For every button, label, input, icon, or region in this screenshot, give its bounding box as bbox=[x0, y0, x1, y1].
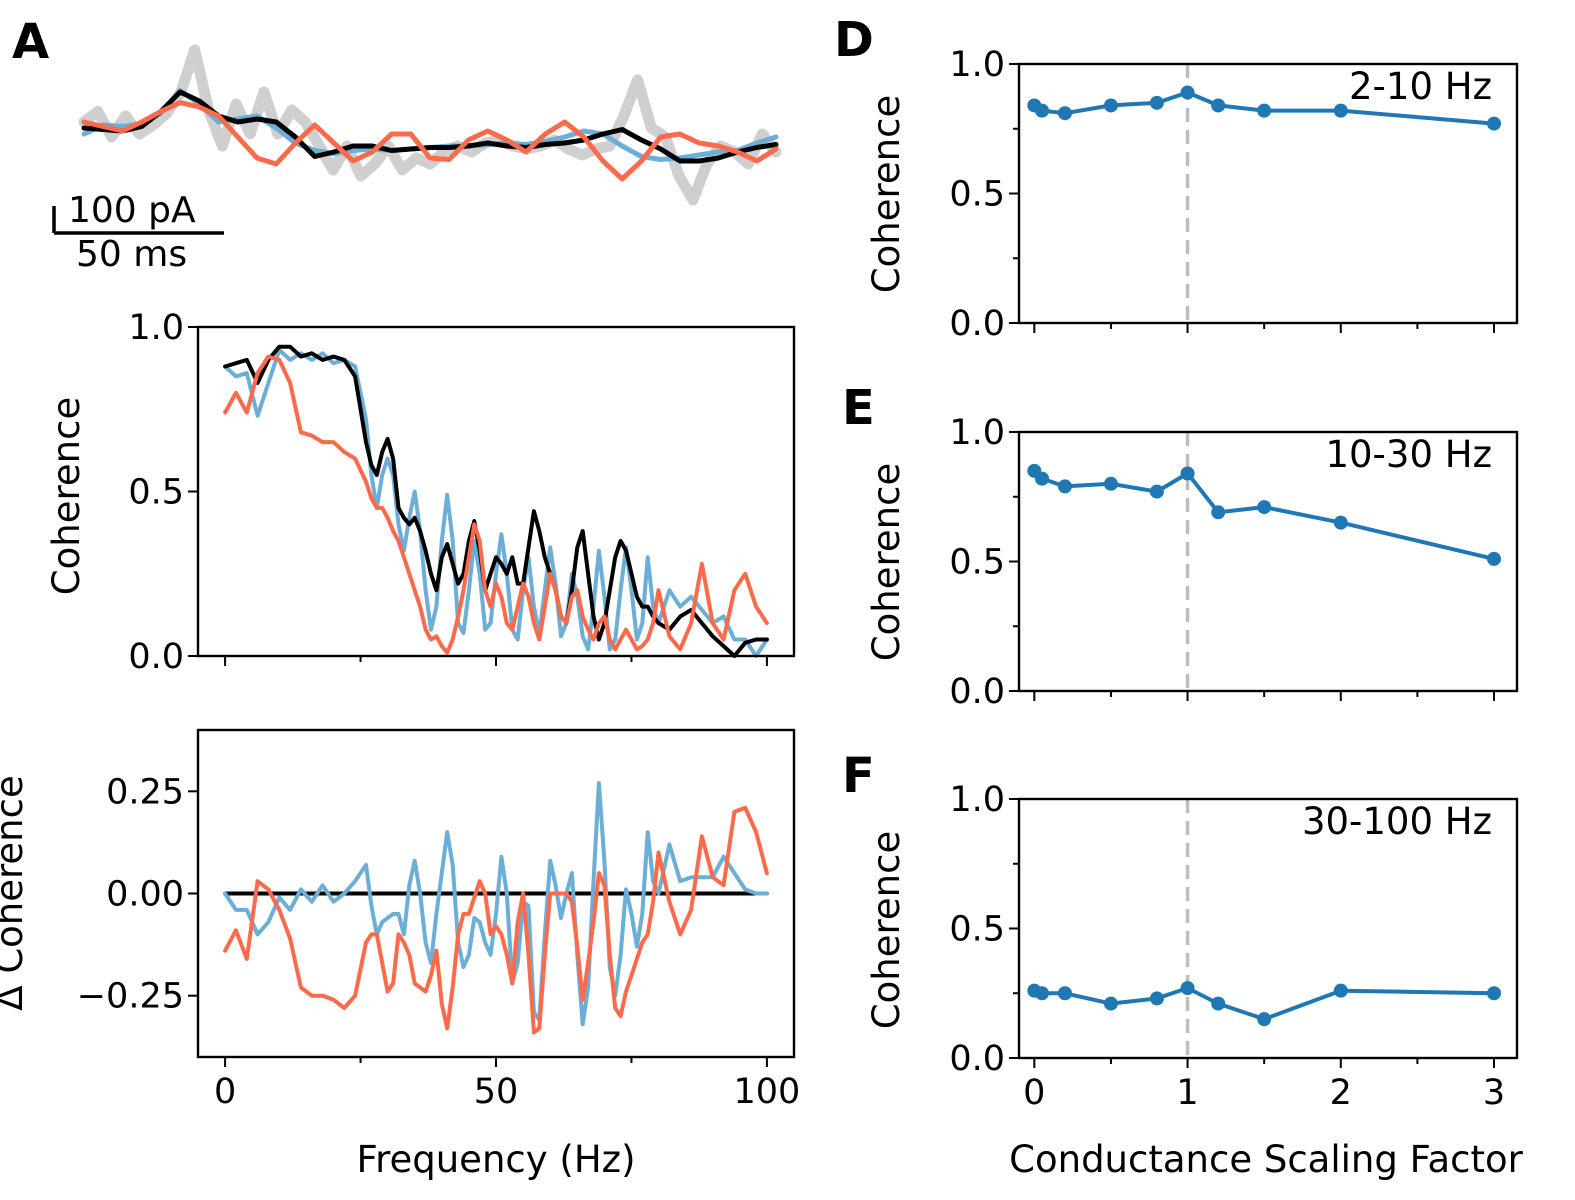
panel_f-data-point bbox=[1180, 981, 1195, 996]
coherence-lines bbox=[223, 344, 769, 658]
trace-black_model bbox=[81, 89, 779, 164]
panel-c-delta-coherence: 0.25 0.00 −0.25 0 50 100 Δ Coherence Frequenc… bbox=[0, 728, 801, 1181]
panel-e-letter: E bbox=[842, 380, 875, 436]
panel_e-data-point bbox=[1034, 471, 1049, 486]
panel-f-ticks: 0.0 0.5 1.0 0 1 2 3 bbox=[949, 780, 1505, 1113]
scale-bar-current-label: 100 pA bbox=[68, 190, 196, 231]
panel-e-band-coherence: E 0.0 0.5 1.0 10-30 Hz Coherence bbox=[842, 380, 1519, 712]
scale-bar: 100 pA 50 ms bbox=[52, 190, 224, 275]
delta-line-red_model bbox=[223, 805, 769, 1035]
panel_f-data-point bbox=[1257, 1012, 1272, 1027]
panel_d-data-point bbox=[1057, 106, 1072, 121]
trace-red_model bbox=[81, 100, 779, 182]
panel-d-letter: D bbox=[834, 12, 874, 68]
panel-c-ylabel: Δ Coherence bbox=[0, 775, 31, 1010]
panel_e-ytick-label: 0.5 bbox=[949, 543, 1005, 583]
panel_f-ytick-label: 0.0 bbox=[949, 1039, 1005, 1079]
panel-e-band-label: 10-30 Hz bbox=[1325, 433, 1492, 476]
panel-d-plot bbox=[1027, 64, 1502, 323]
panel-c-ytick-label: 0.25 bbox=[106, 772, 184, 812]
panel_f-ytick-label: 0.5 bbox=[949, 910, 1005, 950]
panel_e-ytick-label: 1.0 bbox=[949, 413, 1005, 453]
panel_e-data-point bbox=[1487, 551, 1502, 566]
panel_d-data-point bbox=[1149, 95, 1164, 110]
panel_e-data-point bbox=[1149, 484, 1164, 499]
panel-b-ylabel: Coherence bbox=[45, 397, 88, 595]
panel-b-ticks: 0.0 0.5 1.0 bbox=[128, 308, 768, 677]
panel_e-data-point bbox=[1211, 505, 1226, 520]
panel_e-data-point bbox=[1257, 500, 1272, 515]
panel-f-band-label: 30-100 Hz bbox=[1302, 800, 1492, 843]
panel-c-xlabel: Frequency (Hz) bbox=[356, 1138, 635, 1181]
panel_e-data-point bbox=[1333, 515, 1348, 530]
panel_f-xtick-label: 0 bbox=[1023, 1073, 1045, 1113]
panel_e-summary-line bbox=[1032, 468, 1496, 561]
panel_d-summary-line bbox=[1032, 90, 1496, 126]
panel-c-xtick-label: 50 bbox=[474, 1072, 519, 1112]
panel_f-data-point bbox=[1333, 983, 1348, 998]
panel-a-letter: A bbox=[12, 14, 49, 70]
panel_d-data-point bbox=[1180, 85, 1195, 100]
panel_e-data-point bbox=[1103, 476, 1118, 491]
panel_d-data-point bbox=[1487, 116, 1502, 131]
panel-d-band-label: 2-10 Hz bbox=[1349, 65, 1492, 108]
panel-d-band-coherence: D 0.0 0.5 1.0 2-10 Hz Coherence bbox=[834, 12, 1519, 344]
panel_d-ytick-label: 1.0 bbox=[949, 45, 1005, 85]
panel_f-data-point bbox=[1211, 996, 1226, 1011]
panel-b-ytick-label: 0.5 bbox=[128, 473, 184, 513]
panel-f-xlabel: Conductance Scaling Factor bbox=[1009, 1138, 1524, 1181]
panel-d-ylabel: Coherence bbox=[865, 95, 908, 293]
panel-c-xtick-label: 100 bbox=[734, 1072, 801, 1112]
panel_d-ytick-label: 0.0 bbox=[949, 304, 1005, 344]
panel-e-plot bbox=[1027, 432, 1502, 691]
panel-c-ticks: 0.25 0.00 −0.25 0 50 100 bbox=[77, 772, 801, 1112]
panel_d-ytick-label: 0.5 bbox=[949, 175, 1005, 215]
panel_f-data-point bbox=[1057, 986, 1072, 1001]
panel-c-xtick-label: 0 bbox=[214, 1072, 236, 1112]
panel-b-ytick-label: 1.0 bbox=[128, 308, 184, 348]
panel-c-ytick-label: 0.00 bbox=[106, 875, 184, 915]
panel_f-data-point bbox=[1034, 986, 1049, 1001]
panel_e-data-point bbox=[1057, 479, 1072, 494]
panel-f-letter: F bbox=[842, 748, 875, 804]
panel-a-traces: A 100 pA 50 ms bbox=[12, 14, 782, 275]
panel-b-coherence-spectrum: 0.0 0.5 1.0 Coherence bbox=[45, 308, 796, 677]
panel_f-xtick-label: 1 bbox=[1176, 1073, 1198, 1113]
trace-group bbox=[78, 44, 782, 206]
panel_f-xtick-label: 2 bbox=[1330, 1073, 1352, 1113]
panel_d-data-point bbox=[1257, 103, 1272, 118]
panel-f-ylabel: Coherence bbox=[865, 831, 908, 1029]
panel-c-ytick-label: −0.25 bbox=[77, 977, 184, 1017]
panel_f-summary-line bbox=[1032, 986, 1496, 1022]
delta-line-blue_model bbox=[223, 781, 769, 1027]
panel-b-ytick-label: 0.0 bbox=[128, 637, 184, 677]
panel-f-band-coherence: F 0.0 0.5 1.0 0 1 2 3 30-100 Hz Coherence Cond… bbox=[842, 748, 1524, 1181]
panel_f-data-point bbox=[1149, 991, 1164, 1006]
panel_e-ytick-label: 0.0 bbox=[949, 672, 1005, 712]
coherence-line-red_model bbox=[223, 354, 769, 655]
panel_f-data-point bbox=[1103, 996, 1118, 1011]
panel_d-data-point bbox=[1103, 98, 1118, 113]
panel-e-ticks: 0.0 0.5 1.0 bbox=[949, 413, 1496, 712]
delta-coherence-lines bbox=[223, 781, 769, 1035]
panel-e-ylabel: Coherence bbox=[865, 463, 908, 661]
panel_d-data-point bbox=[1211, 98, 1226, 113]
panel-f-plot bbox=[1027, 799, 1502, 1058]
scale-bar-time-label: 50 ms bbox=[76, 234, 187, 275]
panel_f-ytick-label: 1.0 bbox=[949, 780, 1005, 820]
panel_d-data-point bbox=[1333, 103, 1348, 118]
panel-d-ticks: 0.0 0.5 1.0 bbox=[949, 45, 1496, 344]
panel_e-data-point bbox=[1180, 466, 1195, 481]
panel_f-data-point bbox=[1487, 986, 1502, 1001]
coherence-line-blue_model bbox=[223, 348, 769, 658]
trace-recorded bbox=[78, 44, 782, 206]
panel_d-data-point bbox=[1034, 103, 1049, 118]
coherence-line-black_model bbox=[223, 344, 769, 658]
panel_f-xtick-label: 3 bbox=[1483, 1073, 1505, 1113]
